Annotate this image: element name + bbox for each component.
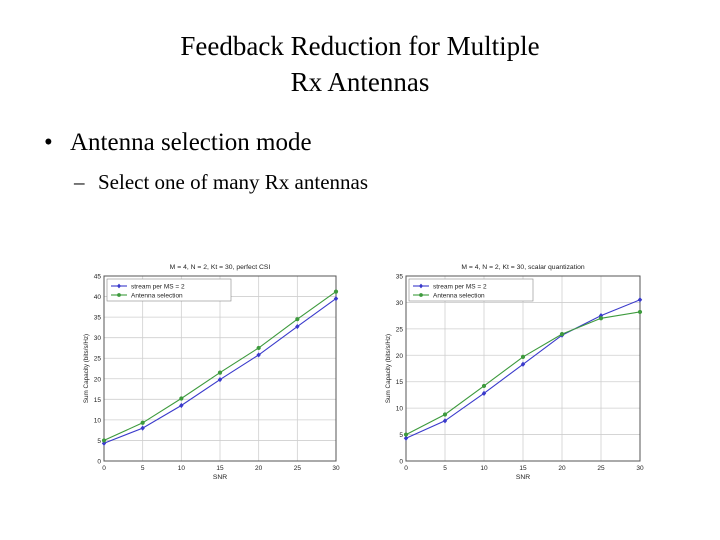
x-tick-label: 30 xyxy=(636,465,644,472)
series-2-point xyxy=(442,412,448,417)
x-tick-label: 10 xyxy=(178,465,186,472)
sub-bullet-item: – Select one of many Rx antennas xyxy=(74,168,368,196)
x-axis-label: SNR xyxy=(213,474,227,481)
title-line-1: Feedback Reduction for Multiple xyxy=(180,31,540,61)
y-tick-label: 30 xyxy=(396,300,404,307)
bullet-marker: • xyxy=(44,129,53,156)
series-1-point xyxy=(598,313,604,319)
plot-frame xyxy=(405,275,641,462)
series-1-point xyxy=(217,377,223,383)
x-axis-label: SNR xyxy=(516,474,530,481)
y-tick-label: 10 xyxy=(94,417,102,424)
series-2-point xyxy=(179,396,184,401)
legend-marker-2 xyxy=(419,293,423,297)
sub-bullet-marker: – xyxy=(74,170,85,194)
legend: stream per MS = 2 Antenna selection xyxy=(106,278,232,302)
x-tick-label: 15 xyxy=(216,465,224,472)
series-1-point xyxy=(520,361,526,367)
y-tick-label: 20 xyxy=(94,376,102,383)
x-tick-label: 20 xyxy=(558,465,566,472)
chart-title: M = 4, N = 2, Kt = 30, scalar quantizati… xyxy=(461,264,585,271)
series-1-point xyxy=(403,435,409,441)
series-2-point xyxy=(217,370,223,375)
x-tick-label: 10 xyxy=(480,465,488,472)
series-2-point xyxy=(520,354,526,359)
x-tick-label: 15 xyxy=(519,465,527,472)
plot-frame xyxy=(103,275,337,462)
series-2-point xyxy=(637,309,643,315)
y-tick-label: 5 xyxy=(399,432,403,439)
x-tick-label: 0 xyxy=(404,465,408,472)
legend-box xyxy=(408,278,534,302)
chart-scalar-quantization: 0 5 10 15 20 25 30 0 5 10 15 20 25 30 35 M = 4, N = 2, … xyxy=(385,264,644,481)
series-1-point xyxy=(481,390,487,396)
x-tick-label: 20 xyxy=(255,465,263,472)
y-tick-label: 20 xyxy=(396,353,404,360)
legend-label-1: stream per MS = 2 xyxy=(433,283,487,290)
y-tick-label: 35 xyxy=(396,274,404,281)
y-tick-label: 25 xyxy=(396,326,404,333)
y-tick-label: 40 xyxy=(94,294,102,301)
y-tick-label: 25 xyxy=(94,356,102,363)
y-tick-label: 10 xyxy=(396,406,404,413)
series-1-point xyxy=(179,402,184,409)
chart-perfect-csi: 0 5 10 15 20 25 30 0 5 10 15 20 25 30 35 40 45 M = 4, N =… xyxy=(83,264,340,481)
y-tick-label: 0 xyxy=(399,459,403,466)
y-tick-label: 5 xyxy=(97,438,101,445)
y-axis-label: Sum Capacity (bits/s/Hz) xyxy=(385,334,392,403)
legend-label-2: Antenna selection xyxy=(433,292,485,299)
series-1-point xyxy=(140,425,145,431)
y-tick-label: 30 xyxy=(94,335,102,342)
y-tick-label: 0 xyxy=(97,459,101,466)
series-2-point xyxy=(101,438,107,443)
sub-bullet-text: Select one of many Rx antennas xyxy=(98,170,369,194)
series-2-point xyxy=(403,432,409,437)
y-tick-label: 45 xyxy=(94,274,102,281)
series-1-point xyxy=(256,352,261,358)
legend-label-1: stream per MS = 2 xyxy=(131,283,185,290)
series-1-point xyxy=(295,323,300,330)
x-tick-label: 30 xyxy=(332,465,340,472)
series-2-point xyxy=(256,345,261,351)
series-2-point xyxy=(598,316,604,321)
y-tick-label: 15 xyxy=(94,397,102,404)
series-2-point xyxy=(140,420,145,425)
series-2-point xyxy=(333,289,339,294)
y-tick-label: 35 xyxy=(94,315,102,322)
bullet-text: Antenna selection mode xyxy=(70,129,312,156)
chart-title: M = 4, N = 2, Kt = 30, perfect CSI xyxy=(170,264,271,271)
x-tick-label: 0 xyxy=(102,465,106,472)
x-tick-label: 25 xyxy=(597,465,605,472)
legend-box xyxy=(106,278,232,302)
x-tick-label: 25 xyxy=(294,465,302,472)
series-2-point xyxy=(295,317,300,322)
x-tick-label: 5 xyxy=(443,465,447,472)
y-axis-label: Sum Capacity (bits/s/Hz) xyxy=(83,334,90,403)
x-tick-label: 5 xyxy=(141,465,145,472)
series-2-point xyxy=(481,383,487,389)
title-line-2: Rx Antennas xyxy=(290,67,430,97)
y-tick-label: 15 xyxy=(396,379,404,386)
slide-title: Feedback Reduction for Multiple Rx Anten… xyxy=(0,28,720,100)
series-2-point xyxy=(559,332,565,337)
legend-marker-2 xyxy=(117,293,121,297)
legend-label-2: Antenna selection xyxy=(131,292,183,299)
legend: stream per MS = 2 Antenna selection xyxy=(408,278,534,302)
bullet-item: • Antenna selection mode xyxy=(44,127,312,159)
series-1-point xyxy=(637,297,643,303)
